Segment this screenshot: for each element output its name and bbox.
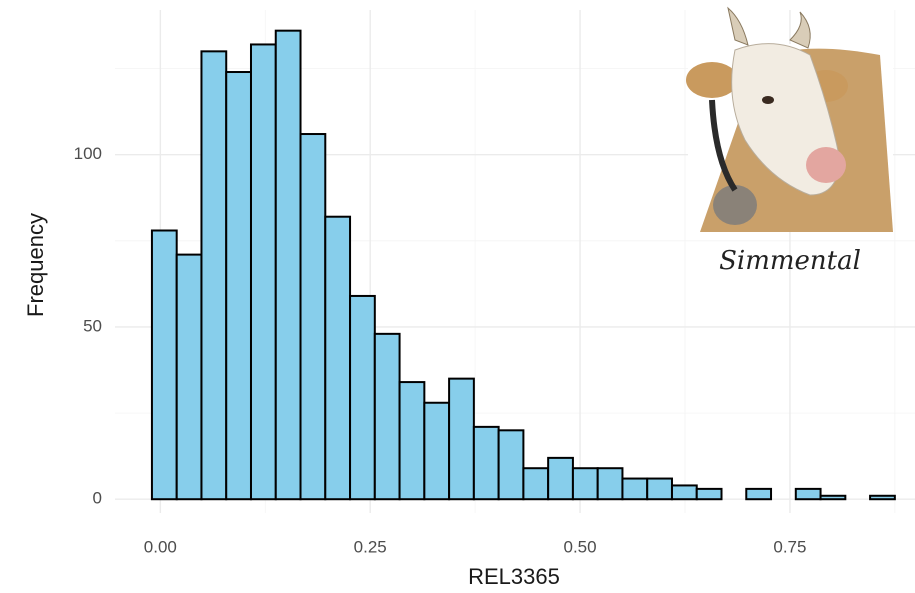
bar: [152, 230, 177, 499]
bell: [713, 185, 757, 225]
bar: [449, 379, 474, 500]
x-tick-label: 0.50: [564, 537, 597, 556]
bar: [400, 382, 425, 499]
bar: [276, 31, 301, 500]
x-tick-label: 0.00: [144, 537, 177, 556]
bar: [672, 485, 697, 499]
bar: [375, 334, 400, 499]
bar: [622, 479, 647, 500]
bar: [201, 51, 226, 499]
bar: [424, 403, 449, 499]
bar: [301, 134, 326, 499]
bar: [870, 496, 895, 499]
nose: [806, 147, 846, 183]
bar: [350, 296, 375, 499]
y-tick-label: 0: [93, 489, 102, 508]
bar: [647, 479, 672, 500]
bar: [821, 496, 846, 499]
bar: [474, 427, 499, 499]
bar: [499, 430, 524, 499]
picture-caption: Simmental: [719, 246, 861, 276]
bar: [746, 489, 771, 499]
horn: [790, 12, 810, 48]
chart: 0.00 0.25 0.50 0.75 0 50 100 REL3365 Frequency…: [0, 0, 915, 593]
bar: [598, 468, 623, 499]
bar: [796, 489, 821, 499]
bar: [251, 44, 276, 499]
x-tick-label: 0.75: [773, 537, 806, 556]
bar: [177, 255, 202, 500]
bar: [226, 72, 251, 499]
y-axis-title: Frequency: [23, 213, 48, 317]
y-tick-label: 50: [83, 316, 102, 335]
bar: [523, 468, 548, 499]
bar: [697, 489, 722, 499]
x-axis-title: REL3365: [468, 564, 560, 589]
bar: [548, 458, 573, 499]
eye: [762, 96, 774, 104]
bar: [573, 468, 598, 499]
ear: [686, 62, 738, 98]
bar: [325, 217, 350, 500]
x-tick-label: 0.25: [354, 537, 387, 556]
y-tick-label: 100: [74, 144, 102, 163]
horn: [728, 8, 748, 45]
